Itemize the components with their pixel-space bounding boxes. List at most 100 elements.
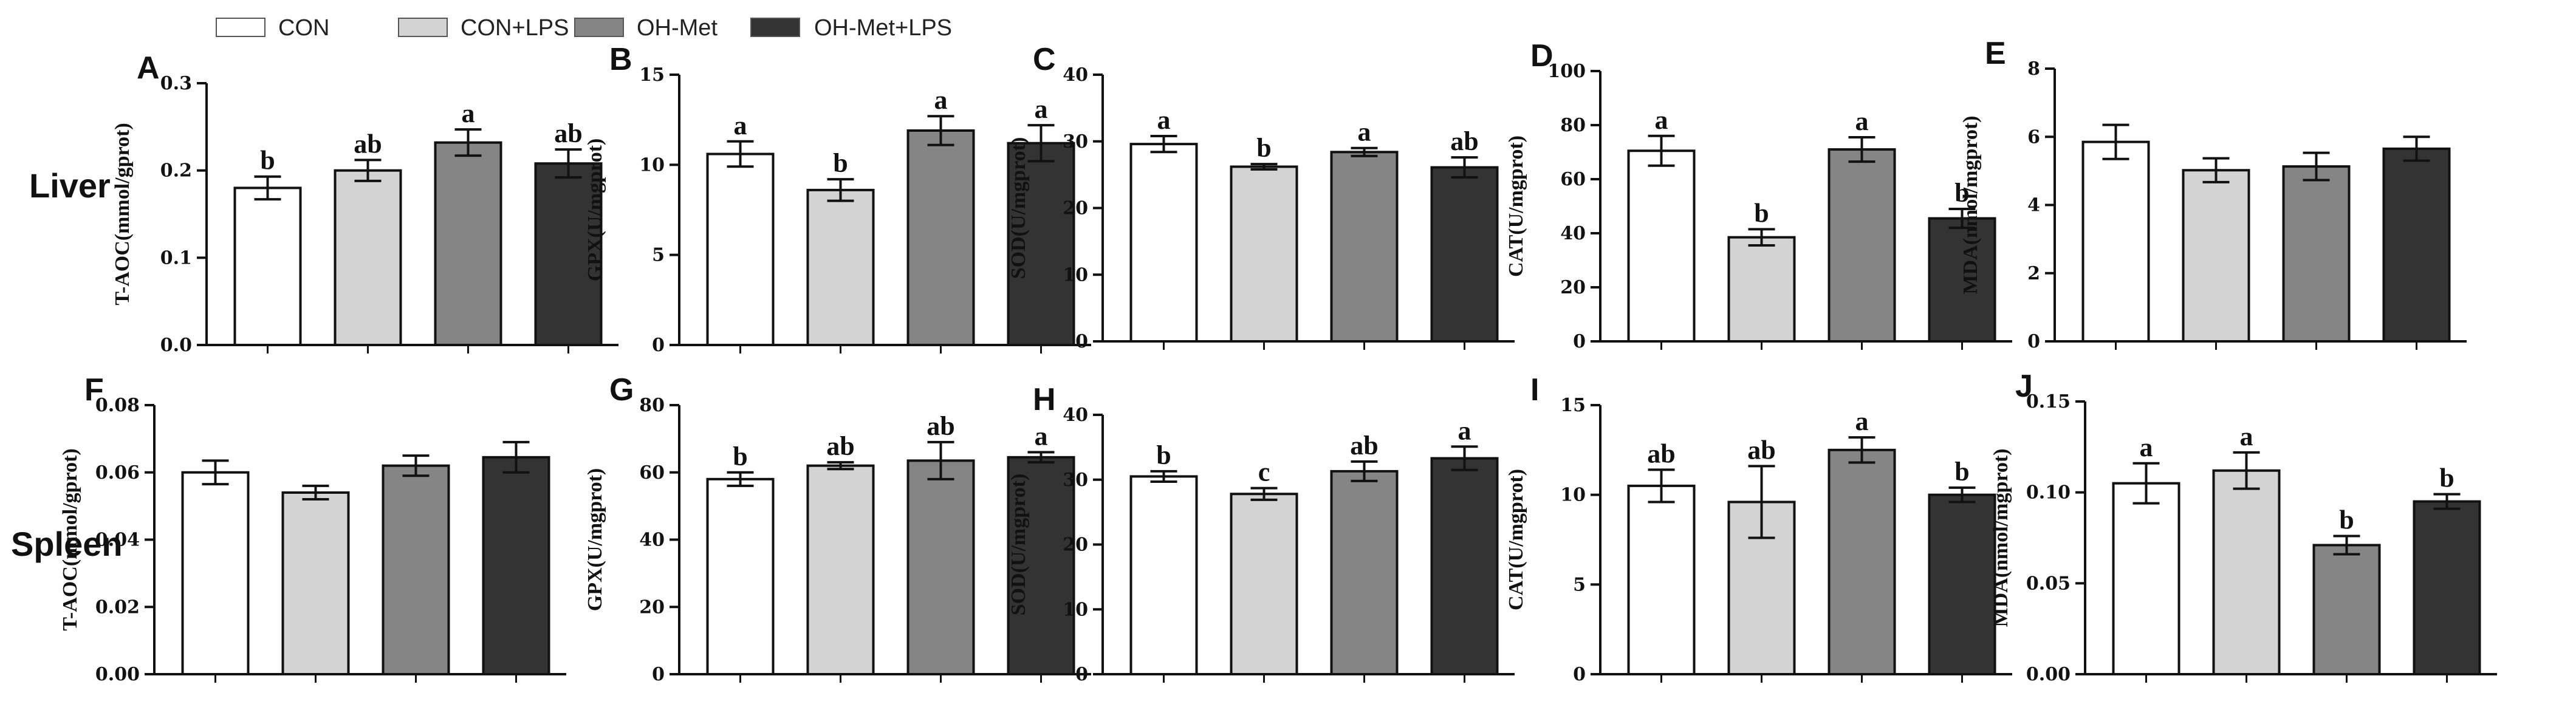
y-tick-label-a: 0.0 — [160, 335, 192, 356]
bar-g-3 — [906, 459, 975, 676]
bar-b-2 — [806, 188, 875, 346]
y-tick-label-d: 60 — [1560, 169, 1586, 190]
y-tick-label-i: 15 — [1560, 395, 1586, 416]
panels: A0.00.10.20.3T-AOC(mmol/gprot) babaabB051… — [59, 36, 2497, 685]
sig-label-h-1: b — [1156, 440, 1171, 470]
bar-i-1 — [1627, 484, 1696, 676]
bar-a-4 — [534, 162, 603, 346]
y-tick-label-a: 0.1 — [160, 247, 192, 268]
y-tick-label-b: 15 — [639, 64, 665, 86]
y-tick-label-j: 0.15 — [2026, 391, 2071, 412]
bar-e-1 — [2081, 140, 2150, 343]
sig-label-i-4: b — [1954, 457, 1969, 487]
panel-letter-j: J — [2015, 369, 2033, 404]
panel-b: B 0 5 10 15 GPX(U/mgprot) a b a a — [584, 42, 1091, 356]
y-tick-label-g: 80 — [639, 395, 665, 416]
panel-letter-d: D — [1530, 38, 1553, 73]
sig-label-i-1: ab — [1647, 439, 1675, 468]
row-label-liver: Liver — [29, 166, 111, 205]
y-tick-label-d: 40 — [1560, 223, 1586, 244]
panel-j: J 0.00 0.05 0.10 0.15 MDA(nmol/mgprot) a a b b — [1990, 369, 2497, 685]
bar-e-2 — [2182, 169, 2250, 343]
y-tick-label-d: 80 — [1560, 115, 1586, 136]
bar-a-1 — [233, 186, 302, 346]
sig-label-b-3: a — [934, 85, 948, 115]
y-tick-label-d: 0 — [1573, 331, 1586, 352]
y-tick-label-j: 0.10 — [2026, 482, 2071, 504]
bar-h-4 — [1430, 457, 1499, 676]
bar-b-4 — [1007, 142, 1075, 346]
y-tick-label-c: 30 — [1063, 131, 1088, 152]
y-tick-label-c: 0 — [1075, 331, 1088, 352]
y-tick-label-c: 40 — [1063, 64, 1088, 86]
panel-a: A 0.0 0.1 0.2 0.3 T-AOC(mmol/gprot) b ab a ab — [111, 50, 618, 356]
bar-j-2 — [2212, 469, 2281, 675]
y-axis-label-i: CAT(U/mgprot) — [1505, 469, 1527, 610]
sig-label-a-1: b — [260, 146, 275, 176]
y-tick-label-h: 0 — [1075, 664, 1088, 685]
legend-item-con-lps: CON+LPS — [398, 15, 569, 41]
sig-label-b-4: a — [1035, 94, 1048, 124]
sig-label-g-2: ab — [826, 431, 854, 461]
sig-label-c-3: a — [1358, 117, 1371, 147]
y-tick-label-i: 0 — [1573, 664, 1586, 685]
panel-e: E 0 2 4 6 8 MDA(nmol/mgprot) — [1959, 36, 2467, 352]
y-tick-label-h: 20 — [1063, 535, 1088, 556]
legend-item-oh-met-lps: OH-Met+LPS — [750, 15, 952, 41]
bar-f-1 — [181, 471, 250, 675]
sig-label-d-2: b — [1754, 198, 1769, 228]
y-tick-label-j: 0.00 — [2026, 664, 2071, 685]
y-tick-label-e: 0 — [2027, 331, 2040, 352]
panel-h: H 0 10 20 30 40 SOD(U/mgprot) b c ab a — [1007, 382, 1515, 685]
bar-h-1 — [1129, 475, 1198, 675]
bar-d-3 — [1828, 148, 1896, 343]
bar-i-4 — [1928, 493, 1996, 676]
y-axis-label-a: T-AOC(mmol/gprot) — [111, 123, 134, 305]
y-tick-label-c: 10 — [1063, 264, 1088, 285]
y-axis-label-b: GPX(U/mgprot) — [584, 138, 606, 281]
legend-swatch-con-lps — [398, 18, 448, 37]
bar-g-1 — [706, 477, 775, 675]
bar-d-1 — [1627, 149, 1696, 343]
bar-g-2 — [806, 464, 875, 675]
y-axis-label-d: CAT(U/mgprot) — [1505, 135, 1527, 277]
bar-d-4 — [1928, 217, 1996, 343]
bar-j-1 — [2112, 482, 2180, 675]
panel-letter-h: H — [1033, 382, 1056, 417]
y-tick-label-b: 5 — [652, 245, 665, 266]
sig-label-h-4: a — [1458, 415, 1471, 445]
legend-item-oh-met: OH-Met — [574, 15, 718, 41]
bar-j-3 — [2312, 544, 2381, 675]
sig-label-h-2: c — [1258, 457, 1270, 487]
panel-d: D 0 20 40 60 80 100 CAT(U/mgprot) a b a b — [1505, 38, 2012, 352]
y-tick-label-a: 0.3 — [160, 73, 192, 94]
bar-c-2 — [1230, 165, 1298, 343]
bar-a-2 — [334, 169, 402, 346]
y-tick-label-g: 20 — [639, 596, 665, 618]
sig-label-b-2: b — [833, 148, 848, 178]
y-tick-label-f: 0.08 — [95, 395, 140, 416]
bar-f-4 — [482, 456, 550, 675]
sig-label-d-3: a — [1855, 106, 1869, 136]
y-tick-label-b: 10 — [639, 154, 665, 176]
sig-label-i-3: a — [1855, 406, 1869, 436]
y-tick-label-f: 0.04 — [95, 530, 140, 551]
y-axis-label-h: SOD(U/mgprot) — [1007, 474, 1030, 616]
sig-label-a-3: a — [462, 98, 475, 128]
y-tick-label-b: 0 — [652, 335, 665, 356]
y-tick-label-j: 0.05 — [2026, 573, 2071, 594]
sig-label-i-2: ab — [1747, 435, 1775, 465]
bar-h-2 — [1230, 493, 1298, 675]
bar-h-3 — [1330, 470, 1399, 675]
sig-label-c-1: a — [1157, 105, 1171, 135]
bar-j-4 — [2413, 500, 2481, 676]
legend: CON CON+LPS OH-Met OH-Met+LPS — [216, 15, 952, 41]
panel-letter-f: F — [84, 372, 104, 408]
legend-item-con: CON — [216, 15, 329, 41]
bar-c-3 — [1330, 151, 1399, 343]
sig-label-b-1: a — [734, 111, 747, 140]
y-tick-label-f: 0.06 — [95, 462, 140, 483]
panel-letter-e: E — [1985, 36, 2006, 71]
